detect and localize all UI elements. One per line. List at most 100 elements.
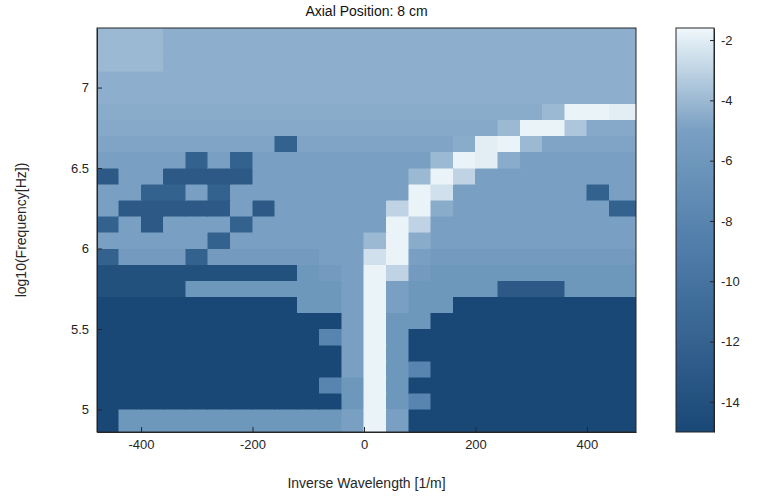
heat-cell bbox=[342, 393, 364, 409]
heat-cell bbox=[409, 136, 431, 152]
tick: -12 bbox=[710, 334, 740, 349]
heat-cell bbox=[141, 265, 163, 281]
heat-cell bbox=[386, 329, 408, 345]
tick: -10 bbox=[710, 274, 740, 289]
heat-cell bbox=[319, 393, 341, 409]
heat-cell bbox=[520, 232, 542, 248]
heat-cell bbox=[253, 152, 275, 168]
heat-cell bbox=[119, 136, 141, 152]
heat-cell bbox=[230, 71, 252, 87]
heat-cell bbox=[364, 120, 386, 136]
heat-cell bbox=[275, 281, 297, 297]
heat-cell bbox=[297, 120, 319, 136]
heat-cell bbox=[453, 393, 475, 409]
heat-cell bbox=[409, 28, 431, 55]
heat-cell bbox=[186, 249, 208, 265]
heat-cell bbox=[186, 329, 208, 345]
heat-cell bbox=[342, 28, 364, 55]
heat-cell bbox=[475, 265, 497, 281]
tick: 5.5 bbox=[71, 322, 102, 337]
heat-cell bbox=[409, 184, 431, 200]
heat-cell bbox=[565, 216, 587, 232]
heat-cell bbox=[275, 249, 297, 265]
heat-cell bbox=[386, 104, 408, 120]
heat-cell bbox=[297, 152, 319, 168]
heat-cell bbox=[609, 55, 636, 71]
heat-cell bbox=[141, 88, 163, 104]
tick-mark bbox=[710, 281, 714, 282]
heat-cell bbox=[163, 361, 185, 377]
heat-cell bbox=[119, 120, 141, 136]
heat-cell bbox=[297, 297, 319, 313]
heat-cell bbox=[253, 297, 275, 313]
heat-cell bbox=[163, 120, 185, 136]
heat-cell bbox=[409, 55, 431, 71]
heat-cell bbox=[386, 71, 408, 87]
heat-cell bbox=[475, 71, 497, 87]
heat-cell bbox=[297, 216, 319, 232]
heat-cell bbox=[297, 200, 319, 216]
heat-cell bbox=[386, 297, 408, 313]
heat-cell bbox=[186, 361, 208, 377]
heat-cell bbox=[141, 361, 163, 377]
heat-cell bbox=[520, 168, 542, 184]
heat-cell bbox=[230, 232, 252, 248]
heat-cell bbox=[453, 216, 475, 232]
heat-cell bbox=[319, 297, 341, 313]
tick: 0 bbox=[361, 427, 368, 452]
heat-cell bbox=[253, 249, 275, 265]
heat-cell bbox=[587, 297, 609, 313]
heat-cell bbox=[253, 168, 275, 184]
heat-cell bbox=[565, 249, 587, 265]
heat-cell bbox=[275, 28, 297, 55]
heat-cell bbox=[364, 329, 386, 345]
heat-cell bbox=[230, 184, 252, 200]
heat-cell bbox=[386, 152, 408, 168]
heat-cell bbox=[520, 393, 542, 409]
heat-cell bbox=[542, 393, 564, 409]
heat-cell bbox=[275, 216, 297, 232]
heat-cell bbox=[253, 216, 275, 232]
heat-cell bbox=[609, 345, 636, 361]
heat-cell bbox=[119, 329, 141, 345]
heat-cell bbox=[342, 297, 364, 313]
heat-cell bbox=[542, 249, 564, 265]
heat-cell bbox=[409, 200, 431, 216]
heat-cell bbox=[208, 88, 230, 104]
tick-mark bbox=[253, 427, 254, 432]
heat-cell bbox=[475, 216, 497, 232]
tick: 400 bbox=[577, 427, 599, 452]
heat-cell bbox=[431, 120, 453, 136]
heat-cell bbox=[587, 409, 609, 432]
heat-cell bbox=[275, 88, 297, 104]
heat-cell bbox=[453, 152, 475, 168]
heat-cell bbox=[297, 28, 319, 55]
heat-cell bbox=[119, 104, 141, 120]
heat-cell bbox=[319, 200, 341, 216]
heat-cell bbox=[609, 152, 636, 168]
heat-cell bbox=[141, 297, 163, 313]
heat-cell bbox=[186, 55, 208, 71]
heat-cell bbox=[565, 88, 587, 104]
heat-cell bbox=[208, 361, 230, 377]
heat-cell bbox=[186, 345, 208, 361]
y-axis: 55.566.57 bbox=[71, 29, 102, 433]
heat-cell bbox=[520, 377, 542, 393]
heat-cell bbox=[565, 168, 587, 184]
heat-cell bbox=[520, 55, 542, 71]
heat-cell bbox=[364, 281, 386, 297]
heat-cell bbox=[297, 55, 319, 71]
heat-cell bbox=[565, 200, 587, 216]
heat-cell bbox=[409, 265, 431, 281]
heat-cell bbox=[208, 216, 230, 232]
heat-cell bbox=[141, 152, 163, 168]
heat-cell bbox=[275, 184, 297, 200]
heat-cell bbox=[163, 136, 185, 152]
heat-cell bbox=[97, 120, 119, 136]
heat-cell bbox=[230, 168, 252, 184]
heat-cell bbox=[565, 409, 587, 432]
heat-cell bbox=[565, 297, 587, 313]
heat-cell bbox=[386, 168, 408, 184]
heat-cell bbox=[542, 409, 564, 432]
heat-cell bbox=[342, 377, 364, 393]
